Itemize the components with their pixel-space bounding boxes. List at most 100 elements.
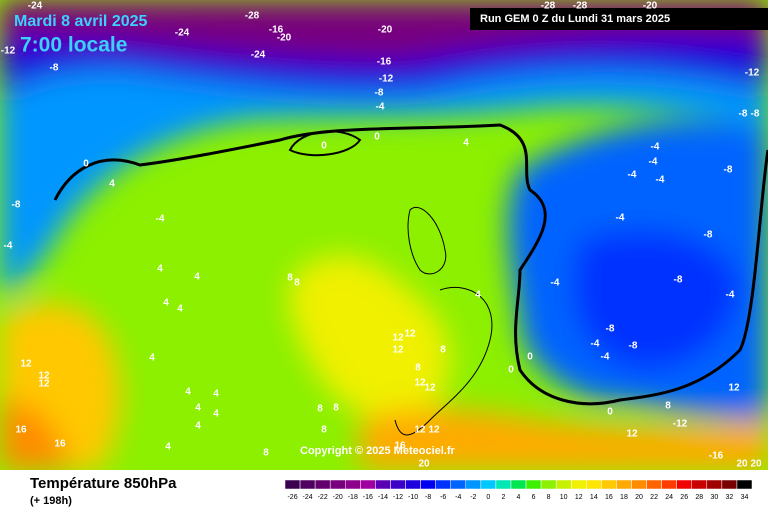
- colorbar-label: -6: [440, 494, 446, 501]
- contour-label: -24: [251, 50, 266, 61]
- colorbar-cell: [405, 479, 421, 490]
- contour-label: 12: [414, 425, 426, 436]
- contour-label: 8: [294, 278, 300, 289]
- contour-label: -4: [616, 213, 625, 224]
- contour-label: 4: [157, 264, 163, 275]
- run-label: Run GEM 0 Z du Lundi 31 mars 2025: [480, 13, 670, 25]
- contour-label: -28: [245, 11, 260, 22]
- footer-title: Température 850hPa: [30, 475, 177, 492]
- contour-label: 0: [508, 365, 514, 376]
- southwest-hot: [0, 400, 70, 470]
- colorbar-cell: [435, 479, 451, 490]
- colorbar-cell: [736, 479, 753, 490]
- colorbar-cell: [525, 479, 542, 490]
- contour-label: -20: [277, 33, 292, 44]
- contour-label: 8: [321, 425, 327, 436]
- iceland: [288, 130, 362, 157]
- colorbar-label: 24: [665, 494, 673, 501]
- contour-label: 4: [194, 272, 200, 283]
- contour-label: 4: [475, 290, 481, 301]
- contour-label: -4: [551, 278, 560, 289]
- contour-label: -8: [629, 341, 638, 352]
- contour-label: 4: [165, 442, 171, 453]
- colorbar-cell: [360, 479, 376, 490]
- colorbar-label: -16: [363, 494, 373, 501]
- contour-label: -4: [649, 157, 658, 168]
- continent-coast: [394, 286, 493, 436]
- contour-label: -8: [606, 324, 615, 335]
- contour-label: -28: [541, 1, 556, 12]
- contour-label: -8: [375, 88, 384, 99]
- coastlines: [53, 123, 768, 436]
- warm-tongue: [289, 255, 450, 422]
- contour-label: 4: [177, 304, 183, 315]
- contour-label: 0: [83, 159, 89, 170]
- contour-label: 8: [415, 363, 421, 374]
- colorbar-label: -8: [425, 494, 431, 501]
- colorbar-cell: [721, 479, 738, 490]
- contour-label: 12: [392, 333, 404, 344]
- footer: [0, 470, 768, 512]
- contour-label: -20: [378, 25, 393, 36]
- contour-label: 4: [213, 409, 219, 420]
- contour-label: 0: [374, 132, 380, 143]
- contour-label: -16: [709, 451, 724, 462]
- contour-label: -8: [704, 230, 713, 241]
- contour-label: 16: [394, 441, 406, 452]
- colorbar-label: 4: [517, 494, 521, 501]
- colorbar-cell: [299, 479, 316, 490]
- colorbar-cell: [570, 479, 587, 490]
- contour-label: -16: [377, 57, 392, 68]
- footer-lead: (+ 198h): [30, 495, 72, 507]
- colorbar-cell: [450, 479, 467, 490]
- colorbar-cell: [420, 479, 436, 490]
- contour-label: -24: [28, 1, 43, 12]
- colorbar: -26 -24 -22 -20 -18 -16 -14 -12 -10 -8 -6 -4 -2 0 2 4 6 8…: [284, 479, 753, 501]
- colorbar-cell: [284, 479, 301, 490]
- contour-label: 12: [20, 359, 32, 370]
- east-core: [573, 230, 740, 370]
- contour-label: 12: [38, 379, 50, 390]
- contour-label: -28: [573, 1, 588, 12]
- time-label: 7:00 locale: [20, 34, 127, 57]
- contour-label: -4: [656, 175, 665, 186]
- colorbar-label: 8: [547, 494, 551, 501]
- colorbar-label: -26: [287, 494, 297, 501]
- contour-label: -20: [643, 1, 658, 12]
- colorbar-cell: [616, 479, 632, 490]
- contour-label: 12: [728, 383, 740, 394]
- contour-label: 12: [392, 345, 404, 356]
- colorbar-label: -2: [470, 494, 476, 501]
- contour-label: 4: [463, 138, 469, 149]
- british-isles: [407, 207, 447, 275]
- contour-label: 8: [440, 345, 446, 356]
- colorbar-label: -20: [333, 494, 343, 501]
- contour-label: 20: [418, 459, 430, 470]
- contour-label: 16: [15, 425, 27, 436]
- contour-label: 8: [665, 401, 671, 412]
- colorbar-cell: [646, 479, 662, 490]
- contour-label: 4: [109, 179, 115, 190]
- colorbar-label: 14: [590, 494, 598, 501]
- contour-label: -8: [739, 109, 748, 120]
- contour-label: 0: [527, 352, 533, 363]
- contour-label: 12: [38, 371, 50, 382]
- colorbar-cell: [345, 479, 361, 490]
- contour-label: -4: [591, 339, 600, 350]
- copyright: Copyright © 2025 Meteociel.fr: [300, 445, 456, 457]
- contour-label: 16: [54, 439, 66, 450]
- colorbar-cell: [465, 479, 482, 490]
- colorbar-label: 16: [605, 494, 613, 501]
- colorbar-cell: [661, 479, 677, 490]
- contour-label: 8: [317, 404, 323, 415]
- colorbar-label: -10: [408, 494, 418, 501]
- colorbar-cell: [329, 479, 346, 490]
- contour-label: 20: [750, 459, 762, 470]
- colorbar-cell: [390, 479, 406, 490]
- colorbar-label: 22: [650, 494, 658, 501]
- contour-label: -4: [726, 290, 735, 301]
- colorbar-label: 20: [635, 494, 643, 501]
- colorbar-cell: [540, 479, 557, 490]
- contour-label: -4: [651, 142, 660, 153]
